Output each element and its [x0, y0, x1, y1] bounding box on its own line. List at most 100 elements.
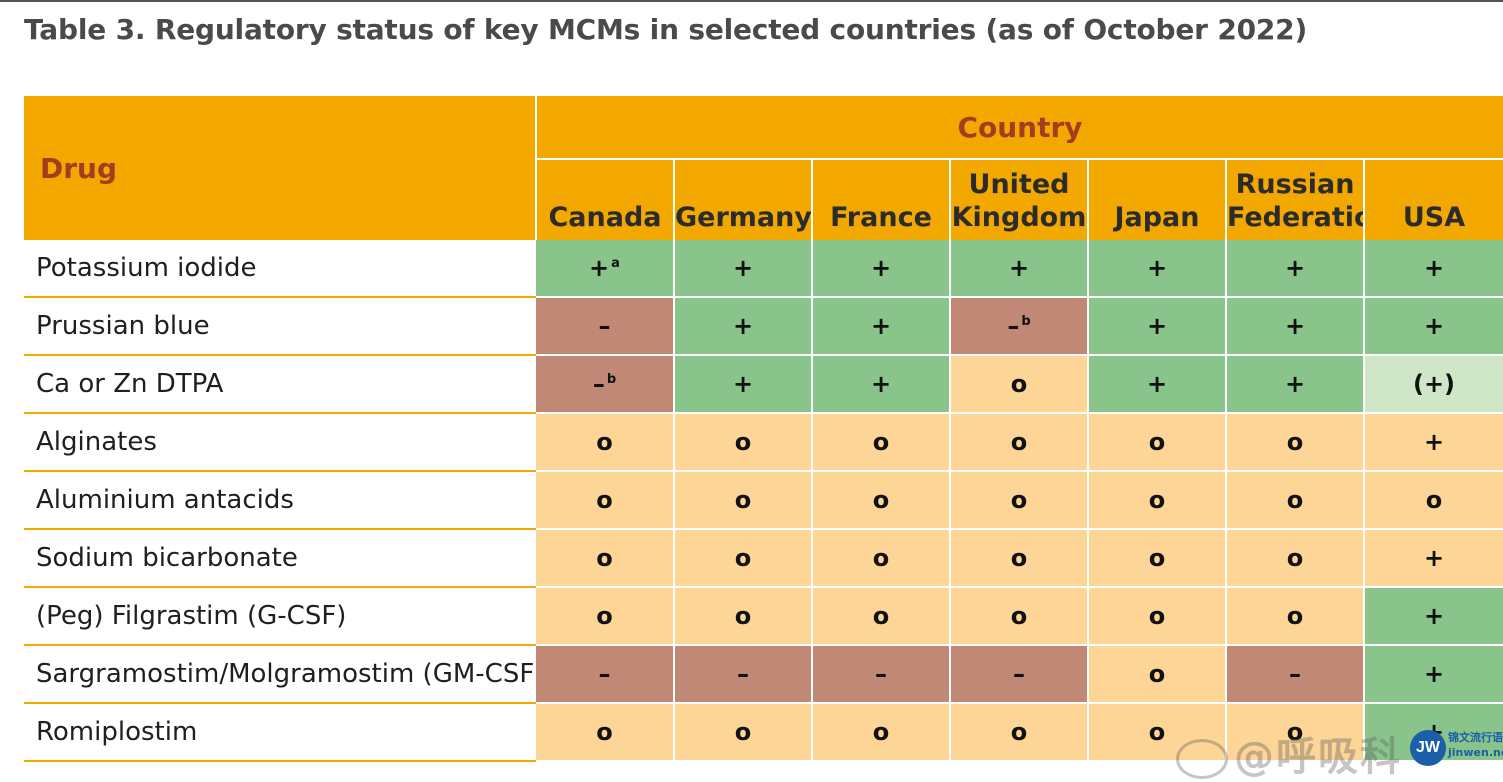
- status-value: o: [596, 602, 613, 630]
- country-name-line2: Japan: [1114, 202, 1200, 233]
- status-cell: –: [674, 645, 813, 704]
- status-value: o: [596, 544, 613, 572]
- status-value: +: [1423, 544, 1445, 572]
- status-value: +: [870, 254, 892, 282]
- status-cell: –: [536, 297, 675, 356]
- status-value: o: [1010, 544, 1028, 572]
- status-value: +: [1284, 370, 1306, 398]
- country-name-line2: USA: [1402, 202, 1466, 233]
- country-header-1: Germany: [674, 159, 813, 240]
- status-value: +: [870, 370, 892, 398]
- status-cell: o: [1088, 529, 1227, 588]
- status-value: o: [1010, 370, 1028, 398]
- status-value: (+): [1412, 370, 1456, 398]
- status-cell: +: [1088, 355, 1227, 414]
- page-title: Table 3. Regulatory status of key MCMs i…: [24, 13, 1308, 46]
- status-cell: o: [674, 587, 813, 646]
- status-cell: o: [1088, 587, 1227, 646]
- status-value: –: [598, 312, 611, 340]
- table-row: Sargramostim/Molgramostim (GM-CSF) – – – – o –…: [24, 645, 1503, 704]
- footnote-marker: a: [611, 256, 620, 271]
- drug-name-cell: Romiplostim: [24, 703, 536, 762]
- status-value: +: [1146, 370, 1168, 398]
- status-cell: +: [1088, 240, 1227, 298]
- status-value: o: [872, 486, 890, 514]
- table-row: Aluminium antacids o o o o o o o: [24, 471, 1503, 530]
- status-cell: o: [1226, 703, 1365, 762]
- status-value: o: [872, 718, 890, 746]
- country-name-line2: Kingdom: [951, 202, 1087, 233]
- status-cell: o: [536, 703, 675, 762]
- status-value: o: [872, 428, 890, 456]
- status-cell: o: [950, 355, 1089, 414]
- status-value: –: [1013, 660, 1025, 688]
- status-value: +: [1423, 254, 1445, 282]
- jw-logo-icon: JW: [1410, 730, 1446, 766]
- status-value: +: [870, 312, 892, 340]
- status-cell: +: [812, 240, 951, 298]
- status-cell: +: [1226, 355, 1365, 414]
- country-header-3: United Kingdom: [950, 159, 1089, 240]
- table-header: Drug Country Canada Germany France United Ki…: [24, 96, 1503, 240]
- status-value: o: [1010, 718, 1028, 746]
- status-value: o: [1286, 428, 1304, 456]
- status-value: +: [589, 254, 610, 282]
- status-value: –: [1289, 660, 1301, 688]
- status-value: o: [1148, 486, 1166, 514]
- country-header-2: France: [812, 159, 951, 240]
- drug-name-cell: Alginates: [24, 413, 536, 472]
- weibo-icon: [1176, 739, 1228, 779]
- weibo-watermark: @呼吸科: [1176, 724, 1402, 782]
- status-value: o: [1286, 486, 1304, 514]
- status-value: o: [1010, 486, 1028, 514]
- status-cell: o: [812, 413, 951, 472]
- status-value: o: [596, 428, 613, 456]
- status-cell: o: [1226, 587, 1365, 646]
- drug-name-cell: Sargramostim/Molgramostim (GM-CSF): [24, 645, 536, 704]
- status-cell: o: [1226, 471, 1365, 530]
- status-cell: o: [950, 529, 1089, 588]
- country-name-line2: France: [830, 202, 932, 233]
- status-cell: o: [812, 587, 951, 646]
- status-value: o: [1425, 486, 1443, 514]
- status-cell: +: [1364, 297, 1503, 356]
- status-cell: +: [812, 355, 951, 414]
- status-cell: o: [1226, 529, 1365, 588]
- table-row: Prussian blue – + + – b + + +: [24, 297, 1503, 356]
- status-cell: o: [674, 703, 813, 762]
- status-value: o: [596, 486, 613, 514]
- status-cell: +: [1364, 645, 1503, 704]
- country-header-row: Canada Germany France United Kingdom Japan Rus…: [24, 159, 1503, 240]
- status-value: +: [1146, 254, 1168, 282]
- top-rule: [0, 0, 1503, 2]
- drug-name-cell: Potassium iodide: [24, 240, 536, 298]
- status-cell: o: [536, 587, 675, 646]
- status-cell: o: [812, 471, 951, 530]
- site-logo-line2: jinwen.net: [1448, 746, 1503, 759]
- status-value: +: [1284, 312, 1306, 340]
- status-cell: o: [674, 471, 813, 530]
- status-cell: +: [1364, 240, 1503, 298]
- status-cell: o: [536, 529, 675, 588]
- country-header-4: Japan: [1088, 159, 1227, 240]
- status-value: o: [1148, 544, 1166, 572]
- status-value: +: [732, 254, 754, 282]
- site-logo-line1: 锦文流行语: [1448, 731, 1503, 744]
- status-cell: +: [812, 297, 951, 356]
- status-cell: o: [1088, 413, 1227, 472]
- status-value: o: [1010, 602, 1028, 630]
- country-header-6: USA: [1364, 159, 1503, 240]
- status-cell: o: [674, 413, 813, 472]
- status-value: –: [592, 370, 605, 398]
- status-cell: o: [1088, 645, 1227, 704]
- status-cell: – b: [536, 355, 675, 414]
- drug-name-cell: (Peg) Filgrastim (G-CSF): [24, 587, 536, 646]
- status-value: +: [1146, 312, 1168, 340]
- country-name-line1: Russian: [1235, 169, 1355, 200]
- status-value: o: [734, 602, 752, 630]
- status-value: o: [1148, 660, 1166, 688]
- status-value: o: [1286, 718, 1304, 746]
- status-value: –: [1007, 312, 1020, 340]
- status-cell: +: [1364, 529, 1503, 588]
- drug-name-cell: Prussian blue: [24, 297, 536, 356]
